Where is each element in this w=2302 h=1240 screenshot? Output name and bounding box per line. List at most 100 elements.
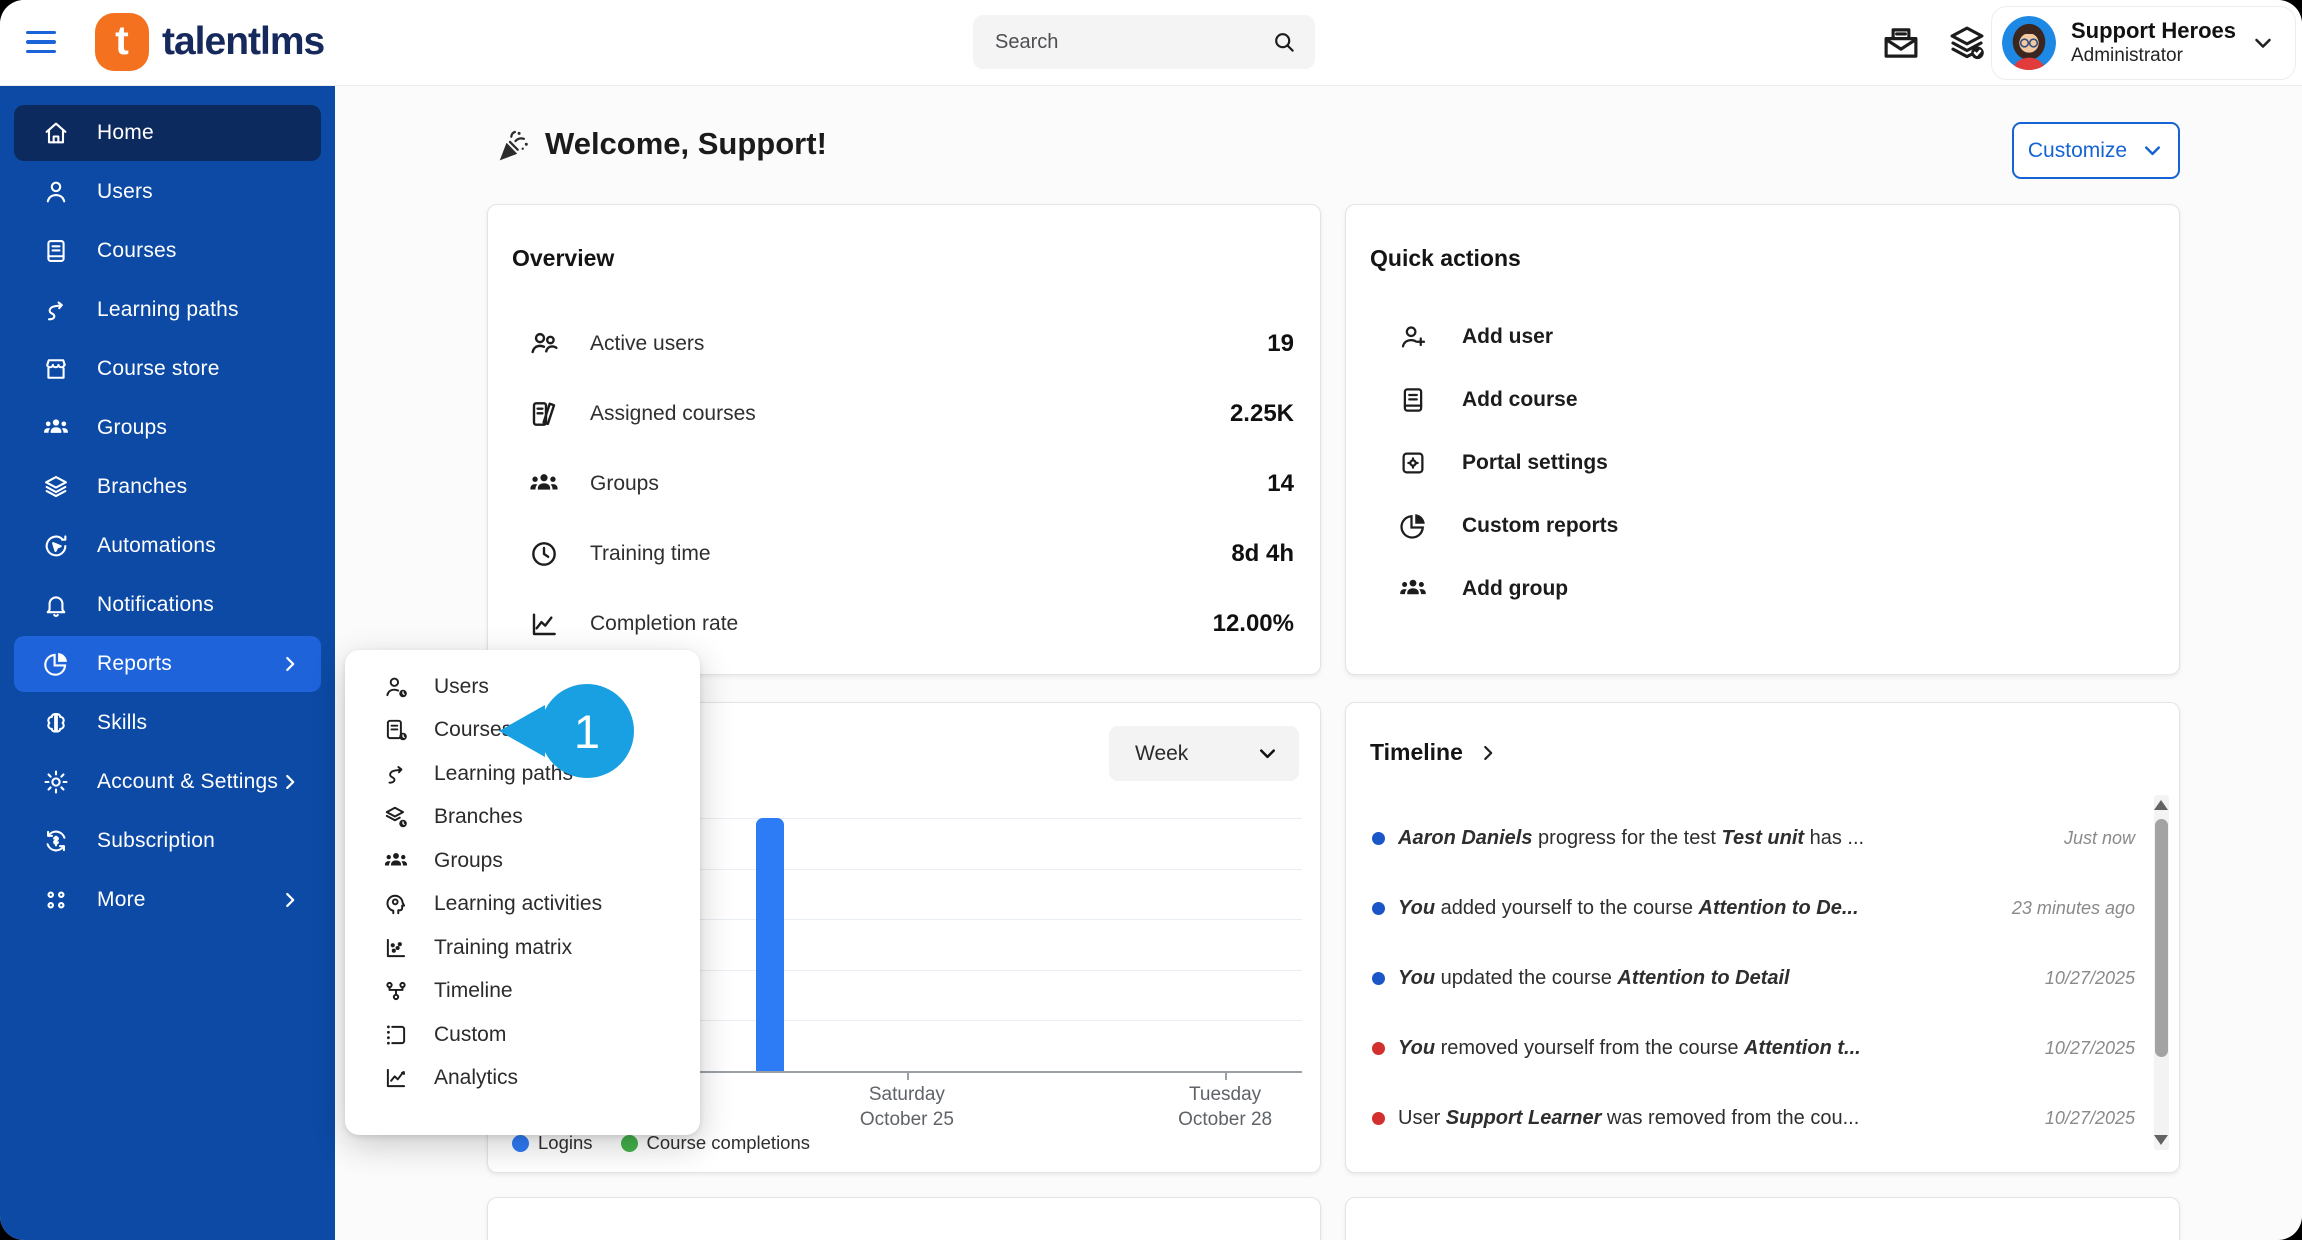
x-axis-tick [1225,1071,1228,1080]
timeline-entry[interactable]: User Support Learner was removed from th… [1346,1083,2179,1153]
stat-value: 14 [1267,470,1294,497]
quick-action-add-course[interactable]: Add course [1346,368,2179,431]
stat-value: 2.25K [1229,400,1294,427]
sidebar-item-groups[interactable]: Groups [14,400,321,456]
chevron-down-icon [1256,742,1279,765]
timeline-text: User Support Learner was removed from th… [1398,1106,1860,1129]
x-axis-tick-label: Saturday October 25 [859,1084,954,1130]
reports-menu-timeline[interactable]: Timeline [345,970,700,1014]
automation-icon [42,532,70,560]
sidebar-item-more[interactable]: More [14,872,321,928]
scroll-up-arrow[interactable] [2154,800,2168,810]
reports-menu-custom[interactable]: Custom [345,1013,700,1057]
timeline-text: You added yourself to the course Attenti… [1398,896,1859,919]
legend-item: Course completions [620,1132,810,1154]
reports-submenu-list: Users Courses Learning paths Branches Gr… [345,665,700,1100]
bottom-right-card [1345,1197,2180,1240]
scrollbar-thumb[interactable] [2155,819,2168,1057]
stat-value: 12.00% [1212,610,1294,637]
sidebar-item-skills[interactable]: Skills [14,695,321,751]
timeline-card: Timeline Aaron Daniels progress for the … [1345,702,2180,1173]
reports-menu-training-matrix[interactable]: Training matrix [345,926,700,970]
sidebar-item-course-store[interactable]: Course store [14,341,321,397]
quick-action-custom-reports[interactable]: Custom reports [1346,494,2179,557]
path-icon [383,761,409,787]
hamburger-menu-button[interactable] [26,26,62,58]
customize-button[interactable]: Customize [2012,122,2180,179]
period-select[interactable]: Week [1109,726,1299,781]
chevron-right-icon [279,653,301,675]
timeline-scrollbar[interactable] [2154,795,2169,1150]
store-icon [42,355,70,383]
profile-menu[interactable]: Support Heroes Administrator [1990,6,2296,80]
reports-menu-learning-paths[interactable]: Learning paths [345,752,700,796]
quick-action-portal-settings[interactable]: Portal settings [1346,431,2179,494]
annotation-step-balloon: 1 [499,684,634,778]
sidebar-item-courses[interactable]: Courses [14,223,321,279]
chart-bar-logins[interactable] [756,818,785,1071]
search-input[interactable] [973,30,1271,54]
overview-rows: Active users 19 Assigned courses 2.25K G… [488,309,1320,659]
timeline-entry[interactable]: You added yourself to the course Attenti… [1346,873,2179,943]
chart-gridline [548,818,1302,819]
groups-icon [42,414,70,442]
sidebar-item-notifications[interactable]: Notifications [14,577,321,633]
timeline-dot [1372,971,1385,985]
stat-value: 8d 4h [1231,540,1294,567]
reports-menu-courses[interactable]: Courses [345,709,700,753]
reports-menu-analytics[interactable]: Analytics [345,1057,700,1101]
timeline-text: You updated the course Attention to Deta… [1398,966,1790,989]
path-icon [42,296,70,324]
timeline-text: You removed yourself from the course Att… [1398,1036,1861,1059]
messages-inbox-button[interactable] [1880,22,1922,64]
sidebar-item-learning-paths[interactable]: Learning paths [14,282,321,338]
sidebar-item-automations[interactable]: Automations [14,518,321,574]
bar-chart-plot: Saturday October 25 Tuesday October 28 [548,818,1302,1130]
legend-dot [620,1134,638,1152]
timeline-entry[interactable]: You updated the course Attention to Deta… [1346,943,2179,1013]
timeline-entry[interactable]: Aaron Daniels progress for the test Test… [1346,803,2179,873]
legend-dot [512,1134,529,1152]
user-report-icon [383,674,409,700]
timeline-time: 10/27/2025 [2044,1037,2135,1058]
reports-menu-learning-activities[interactable]: Learning activities [345,883,700,927]
legend-item: Logins [512,1132,593,1154]
timeline-open-icon[interactable] [1477,742,1499,764]
chevron-down-icon [2251,31,2275,55]
quick-actions-title: Quick actions [1370,245,1521,271]
overview-title: Overview [512,245,615,271]
chart-gridline [548,868,1302,870]
sidebar-item-subscription[interactable]: Subscription [14,813,321,869]
timeline-dot [1372,831,1385,845]
chart-gridline [548,919,1302,921]
sidebar-nav: Home Users Courses Learning paths Co [0,85,335,928]
groups-icon [383,848,409,874]
user-icon [42,178,70,206]
page-title: Welcome, Support! [545,126,827,161]
timeline-time: 10/27/2025 [2044,1107,2135,1128]
quick-action-add-group[interactable]: Add group [1346,557,2179,620]
sidebar-item-account-settings[interactable]: Account & Settings [14,754,321,810]
sidebar-item-reports[interactable]: Reports [14,636,321,692]
sidebar-item-branches[interactable]: Branches [14,459,321,515]
chart-gridline [548,969,1302,971]
reports-menu-users[interactable]: Users [345,665,700,709]
reports-menu-groups[interactable]: Groups [345,839,700,883]
timeline-entries: Aaron Daniels progress for the test Test… [1346,803,2179,1153]
timeline-entry[interactable]: You removed yourself from the course Att… [1346,1013,2179,1083]
timeline-time: 23 minutes ago [2011,897,2135,918]
reports-menu-branches[interactable]: Branches [345,796,700,840]
talentlms-logo[interactable]: t talentlms [95,13,325,71]
sidebar-item-users[interactable]: Users [14,164,321,220]
clock-icon [528,538,560,570]
book-icon [1398,385,1428,415]
overview-stat-row: Training time 8d 4h [488,519,1320,589]
timeline-icon [383,978,409,1004]
sidebar-item-home[interactable]: Home [14,105,321,161]
quick-action-add-user[interactable]: Add user [1346,305,2179,368]
course-stack-button[interactable] [1946,22,1988,64]
talentlms-logo-text: talentlms [162,20,325,63]
timeline-dot [1372,1111,1385,1125]
scroll-down-arrow[interactable] [2154,1135,2168,1145]
